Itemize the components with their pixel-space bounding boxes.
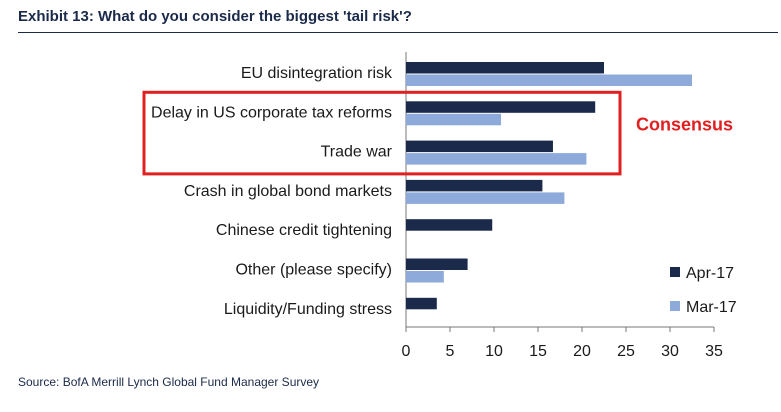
bar-apr-17 — [406, 140, 553, 153]
consensus-highlight-box — [142, 90, 622, 176]
x-tick-label: 30 — [661, 343, 679, 360]
category-label: Liquidity/Funding stress — [224, 301, 392, 318]
bar-apr-17 — [406, 258, 468, 270]
bar-mar-17 — [406, 192, 565, 204]
category-label: Delay in US corporate tax reforms — [151, 104, 392, 121]
x-tick-label: 0 — [402, 343, 411, 360]
source-note: Source: BofA Merrill Lynch Global Fund M… — [18, 375, 320, 389]
category-label: Other (please specify) — [235, 262, 392, 279]
category-label: Chinese credit tightening — [216, 222, 392, 239]
x-tick-label: 35 — [705, 343, 723, 360]
x-tick-label: 10 — [485, 343, 503, 360]
x-tick-label: 15 — [529, 343, 547, 360]
bar-mar-17 — [406, 271, 444, 283]
legend-swatch — [670, 301, 680, 311]
x-tick-label: 5 — [446, 343, 455, 360]
chart-title: Exhibit 13: What do you consider the big… — [18, 8, 412, 25]
bar-apr-17 — [406, 179, 543, 192]
bar-apr-17 — [406, 101, 596, 113]
consensus-annotation: Consensus — [636, 114, 733, 134]
bar-mar-17 — [406, 113, 502, 126]
legend-swatch — [670, 267, 680, 277]
category-label: EU disintegration risk — [241, 65, 393, 82]
bar-apr-17 — [406, 297, 437, 310]
legend-label: Apr-17 — [686, 265, 734, 282]
bar-apr-17 — [406, 62, 604, 74]
bar-apr-17 — [406, 219, 493, 231]
category-label: Trade war — [321, 144, 393, 161]
x-tick-label: 25 — [617, 343, 635, 360]
x-tick-label: 20 — [573, 343, 591, 360]
title-divider — [18, 32, 778, 33]
bar-mar-17 — [406, 153, 587, 165]
bar-mar-17 — [406, 74, 692, 86]
legend-label: Mar-17 — [686, 299, 737, 316]
category-label: Crash in global bond markets — [184, 183, 392, 200]
